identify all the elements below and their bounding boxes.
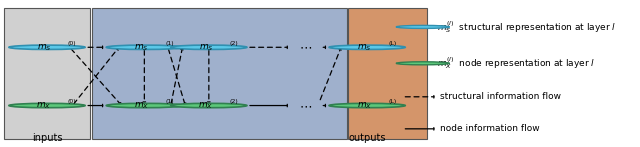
Text: $m_X$: $m_X$: [36, 100, 52, 111]
Text: (1): (1): [165, 99, 174, 104]
Ellipse shape: [9, 103, 85, 108]
Ellipse shape: [106, 103, 182, 108]
Text: $m_X$: $m_X$: [356, 100, 372, 111]
Text: $m_S$: $m_S$: [198, 42, 213, 52]
Text: (L): (L): [388, 99, 396, 104]
Ellipse shape: [396, 25, 449, 28]
Text: (1): (1): [165, 41, 174, 46]
Text: $m_S$: $m_S$: [357, 42, 372, 52]
Text: (2): (2): [230, 99, 239, 104]
Text: $m_X$: $m_X$: [198, 100, 214, 111]
Text: inputs: inputs: [32, 133, 62, 143]
Bar: [348, 8, 427, 139]
Text: $\cdots$: $\cdots$: [299, 41, 312, 54]
Ellipse shape: [106, 45, 182, 49]
Bar: [4, 8, 90, 139]
Text: (0): (0): [68, 99, 77, 104]
Text: $m_S$: $m_S$: [134, 42, 148, 52]
Text: (0): (0): [68, 41, 77, 46]
Text: (L): (L): [388, 41, 396, 46]
Ellipse shape: [329, 103, 405, 108]
Text: structural information flow: structural information flow: [440, 92, 561, 101]
Ellipse shape: [329, 45, 405, 49]
Text: $\cdots$: $\cdots$: [299, 99, 312, 112]
Text: $m_S$: $m_S$: [36, 42, 51, 52]
Ellipse shape: [171, 103, 247, 108]
Text: outputs: outputs: [348, 133, 386, 143]
Text: $m_X$: $m_X$: [134, 100, 149, 111]
Ellipse shape: [171, 45, 247, 49]
Ellipse shape: [396, 62, 449, 65]
Text: (2): (2): [230, 41, 239, 46]
Bar: [92, 8, 347, 139]
Text: $m_X^{(l)}$  node representation at layer $l$: $m_X^{(l)}$ node representation at layer…: [437, 56, 595, 71]
Text: node information flow: node information flow: [440, 124, 540, 133]
Ellipse shape: [9, 45, 85, 49]
Text: $m_S^{(l)}$  structural representation at layer $l$: $m_S^{(l)}$ structural representation at…: [437, 19, 616, 35]
